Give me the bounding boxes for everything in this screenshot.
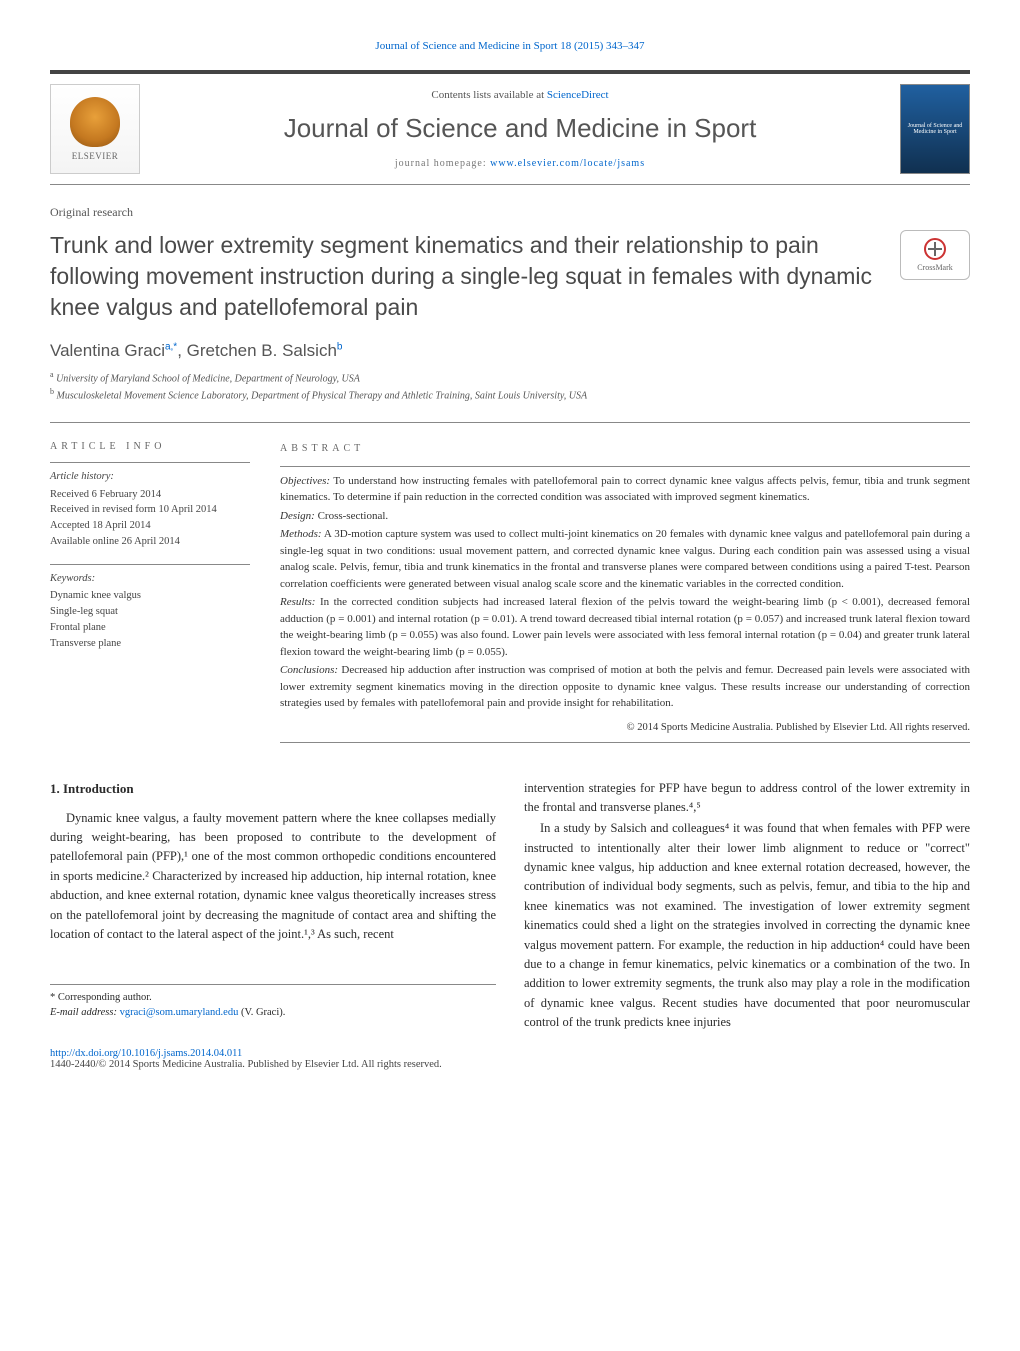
issn-line: 1440-2440/© 2014 Sports Medicine Austral… [50, 1059, 970, 1070]
info-rule [50, 462, 250, 463]
email-link[interactable]: vgraci@som.umaryland.edu [120, 1007, 239, 1018]
info-rule-2 [50, 564, 250, 565]
keyword-3: Transverse plane [50, 636, 250, 652]
homepage-link[interactable]: www.elsevier.com/locate/jsams [490, 158, 645, 169]
abstract-methods: Methods: A 3D-motion capture system was … [280, 526, 970, 592]
abstract-objectives: Objectives: To understand how instructin… [280, 473, 970, 506]
abstract-column: ABSTRACT Objectives: To understand how i… [280, 441, 970, 749]
journal-name: Journal of Science and Medicine in Sport [156, 113, 884, 144]
methods-label: Methods: [280, 528, 322, 540]
body-column-right: intervention strategies for PFP have beg… [524, 779, 970, 1035]
aff-b-sup: b [50, 387, 54, 396]
article-type: Original research [50, 205, 970, 220]
doi-line: http://dx.doi.org/10.1016/j.jsams.2014.0… [50, 1048, 970, 1059]
doi-link[interactable]: http://dx.doi.org/10.1016/j.jsams.2014.0… [50, 1048, 242, 1059]
keyword-1: Single-leg squat [50, 604, 250, 620]
conclusions-text: Decreased hip adduction after instructio… [280, 664, 970, 709]
homepage-line: journal homepage: www.elsevier.com/locat… [156, 158, 884, 169]
objectives-text: To understand how instructing females wi… [280, 475, 970, 504]
corresponding-note: * Corresponding author. [50, 991, 496, 1006]
author-1: Valentina Graci [50, 341, 165, 360]
contents-prefix: Contents lists available at [431, 89, 546, 101]
history-label: Article history: [50, 469, 250, 485]
history-3: Available online 26 April 2014 [50, 534, 250, 550]
abstract-copyright: © 2014 Sports Medicine Australia. Publis… [280, 720, 970, 736]
abstract-rule-bottom [280, 742, 970, 743]
abstract-rule [280, 466, 970, 467]
affiliations: a University of Maryland School of Medic… [50, 369, 970, 404]
body-columns: 1. Introduction Dynamic knee valgus, a f… [50, 779, 970, 1035]
objectives-label: Objectives: [280, 475, 330, 487]
results-text: In the corrected condition subjects had … [280, 596, 970, 658]
history-2: Accepted 18 April 2014 [50, 518, 250, 534]
sciencedirect-link[interactable]: ScienceDirect [547, 89, 609, 101]
citation-link[interactable]: Journal of Science and Medicine in Sport… [375, 40, 644, 52]
abstract-design: Design: Cross-sectional. [280, 508, 970, 525]
journal-cover-thumbnail[interactable]: Journal of Science and Medicine in Sport [900, 84, 970, 174]
article-title: Trunk and lower extremity segment kinema… [50, 230, 880, 323]
header-citation: Journal of Science and Medicine in Sport… [50, 40, 970, 52]
body-col2-p2: In a study by Salsich and colleagues⁴ it… [524, 819, 970, 1032]
article-info-column: ARTICLE INFO Article history: Received 6… [50, 441, 250, 749]
keyword-2: Frontal plane [50, 620, 250, 636]
affiliation-b: b Musculoskeletal Movement Science Labor… [50, 386, 970, 403]
email-name: (V. Graci). [238, 1007, 285, 1018]
masthead-center: Contents lists available at ScienceDirec… [156, 89, 884, 169]
body-column-left: 1. Introduction Dynamic knee valgus, a f… [50, 779, 496, 1035]
crossmark-icon [924, 238, 946, 260]
cover-text: Journal of Science and Medicine in Sport [905, 123, 965, 135]
conclusions-label: Conclusions: [280, 664, 338, 676]
author-2-sup: b [337, 341, 343, 352]
body-col1-p1: Dynamic knee valgus, a faulty movement p… [50, 809, 496, 945]
separator-rule [50, 422, 970, 423]
history-block: Article history: Received 6 February 201… [50, 469, 250, 550]
results-label: Results: [280, 596, 315, 608]
authors: Valentina Gracia,*, Gretchen B. Salsichb [50, 341, 970, 361]
footnote-block: * Corresponding author. E-mail address: … [50, 984, 496, 1020]
title-row: Trunk and lower extremity segment kinema… [50, 230, 970, 323]
homepage-prefix: journal homepage: [395, 158, 490, 169]
keywords-block: Keywords: Dynamic knee valgus Single-leg… [50, 571, 250, 652]
methods-text: A 3D-motion capture system was used to c… [280, 528, 970, 590]
publisher-logo[interactable]: ELSEVIER [50, 84, 140, 174]
author-sep: , [177, 341, 186, 360]
aff-a-sup: a [50, 370, 54, 379]
info-abstract-row: ARTICLE INFO Article history: Received 6… [50, 441, 970, 749]
body-col2-p1: intervention strategies for PFP have beg… [524, 779, 970, 818]
design-label: Design: [280, 510, 315, 522]
elsevier-tree-icon [70, 97, 120, 147]
affiliation-a: a University of Maryland School of Medic… [50, 369, 970, 386]
masthead: ELSEVIER Contents lists available at Sci… [50, 70, 970, 185]
publisher-name: ELSEVIER [72, 151, 119, 161]
email-label: E-mail address: [50, 1007, 120, 1018]
abstract-results: Results: In the corrected condition subj… [280, 594, 970, 660]
design-text: Cross-sectional. [318, 510, 389, 522]
info-heading: ARTICLE INFO [50, 441, 250, 452]
abstract-conclusions: Conclusions: Decreased hip adduction aft… [280, 662, 970, 712]
crossmark-badge[interactable]: CrossMark [900, 230, 970, 280]
keyword-0: Dynamic knee valgus [50, 588, 250, 604]
author-1-sup: a,* [165, 341, 177, 352]
contents-line: Contents lists available at ScienceDirec… [156, 89, 884, 101]
abstract-heading: ABSTRACT [280, 441, 970, 456]
history-1: Received in revised form 10 April 2014 [50, 502, 250, 518]
aff-b-text: Musculoskeletal Movement Science Laborat… [57, 391, 588, 402]
email-line: E-mail address: vgraci@som.umaryland.edu… [50, 1006, 496, 1021]
section-1-heading: 1. Introduction [50, 779, 496, 799]
aff-a-text: University of Maryland School of Medicin… [56, 373, 360, 384]
author-2: Gretchen B. Salsich [187, 341, 337, 360]
keywords-label: Keywords: [50, 571, 250, 587]
crossmark-label: CrossMark [917, 263, 953, 272]
history-0: Received 6 February 2014 [50, 487, 250, 503]
